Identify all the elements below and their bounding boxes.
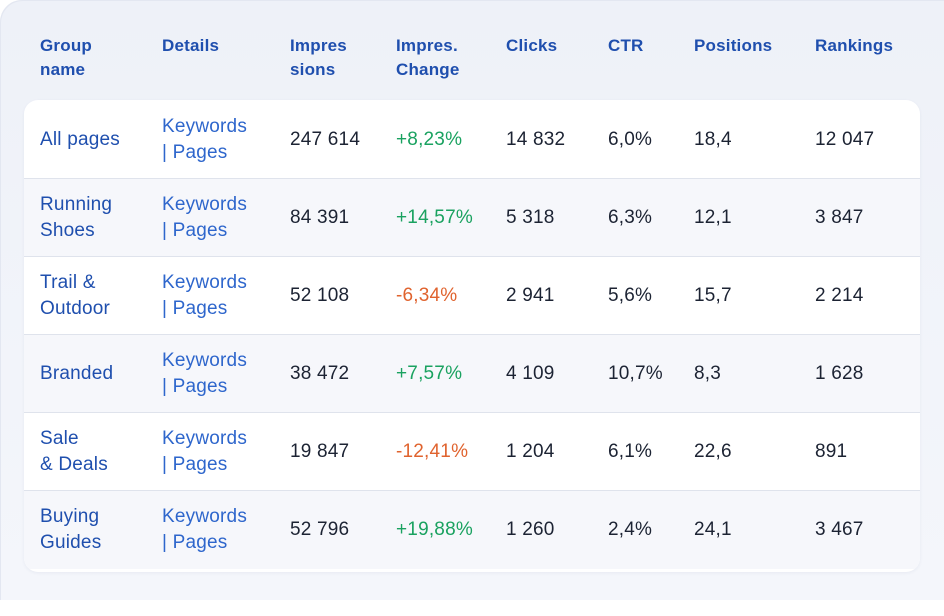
clicks-cell: 2 941 xyxy=(506,285,555,306)
positions-cell: 8,3 xyxy=(694,363,722,384)
impressions-cell: 52 796 xyxy=(290,519,350,540)
positions-cell: 24,1 xyxy=(694,519,732,540)
clicks-cell: 5 318 xyxy=(506,207,555,228)
impressions-change-cell: +8,23% xyxy=(396,129,463,150)
table-row: Branded Keywords | Pages 38 472 +7,57% 4 109 1… xyxy=(24,335,920,413)
table-row: Buying Guides Keywords | Pages 52 796 +19,88… xyxy=(24,491,920,569)
impressions-cell: 38 472 xyxy=(290,363,350,384)
pages-link[interactable]: | Pages xyxy=(162,376,228,397)
group-name-cell[interactable]: All pages xyxy=(40,129,120,150)
group-name-cell[interactable]: Buying Guides xyxy=(40,506,102,553)
impressions-cell: 19 847 xyxy=(290,441,350,462)
details-cell: Keywords | Pages xyxy=(162,335,247,413)
header-details[interactable]: Details xyxy=(162,36,220,55)
pages-link[interactable]: | Pages xyxy=(162,454,228,475)
clicks-cell: 4 109 xyxy=(506,363,555,384)
keywords-link[interactable]: Keywords xyxy=(162,272,248,293)
header-rankings[interactable]: Rankings xyxy=(815,36,894,55)
group-name-cell[interactable]: Running Shoes xyxy=(40,194,113,241)
ctr-cell: 6,1% xyxy=(608,441,653,462)
keywords-link[interactable]: Keywords xyxy=(162,350,248,371)
ctr-cell: 5,6% xyxy=(608,285,653,306)
positions-cell: 12,1 xyxy=(694,207,732,228)
table-row: Running Shoes Keywords | Pages 84 391 +14,57… xyxy=(24,179,920,257)
keywords-link[interactable]: Keywords xyxy=(162,428,248,449)
ctr-cell: 2,4% xyxy=(608,519,653,540)
table-row: Sale & Deals Keywords | Pages 19 847 -12,41%… xyxy=(24,413,920,491)
table-row: Trail & Outdoor Keywords | Pages 52 108 -6,3… xyxy=(24,257,920,335)
ctr-cell: 10,7% xyxy=(608,363,663,384)
positions-cell: 22,6 xyxy=(694,441,732,462)
keywords-link[interactable]: Keywords xyxy=(162,506,248,527)
header-impressions[interactable]: Impres sions xyxy=(290,36,347,79)
clicks-cell: 1 260 xyxy=(506,519,555,540)
impressions-cell: 84 391 xyxy=(290,207,350,228)
table-card: Group name Details Impres sions Impres. … xyxy=(0,0,944,600)
impressions-change-cell: +14,57% xyxy=(396,207,473,228)
rankings-cell: 891 xyxy=(815,441,848,462)
impressions-change-cell: +19,88% xyxy=(396,519,473,540)
header-group-name[interactable]: Group name xyxy=(40,36,92,79)
data-table: All pages Keywords | Pages 247 614 +8,23% 14 … xyxy=(24,100,920,572)
impressions-cell: 247 614 xyxy=(290,129,361,150)
impressions-change-cell: +7,57% xyxy=(396,363,463,384)
group-name-cell[interactable]: Sale & Deals xyxy=(40,428,108,475)
impressions-change-cell: -12,41% xyxy=(396,441,469,462)
rankings-cell: 3 467 xyxy=(815,519,864,540)
header-positions[interactable]: Positions xyxy=(694,36,773,55)
ctr-cell: 6,3% xyxy=(608,207,653,228)
group-name-cell[interactable]: Trail & Outdoor xyxy=(40,272,111,319)
pages-link[interactable]: | Pages xyxy=(162,142,228,163)
clicks-cell: 14 832 xyxy=(506,129,566,150)
impressions-change-cell: -6,34% xyxy=(396,285,458,306)
positions-cell: 18,4 xyxy=(694,129,732,150)
pages-link[interactable]: | Pages xyxy=(162,298,228,319)
header-impressions-change[interactable]: Impres. Change xyxy=(396,36,460,79)
keywords-link[interactable]: Keywords xyxy=(162,116,248,137)
group-name-cell[interactable]: Branded xyxy=(40,363,114,384)
table-header: Group name Details Impres sions Impres. … xyxy=(0,0,944,100)
clicks-cell: 1 204 xyxy=(506,441,555,462)
pages-link[interactable]: | Pages xyxy=(162,532,228,553)
positions-cell: 15,7 xyxy=(694,285,732,306)
ctr-cell: 6,0% xyxy=(608,129,653,150)
details-cell: Keywords | Pages xyxy=(162,491,247,569)
keywords-link[interactable]: Keywords xyxy=(162,194,248,215)
details-cell: Keywords | Pages xyxy=(162,257,247,335)
details-cell: Keywords | Pages xyxy=(162,179,247,257)
details-cell: Keywords | Pages xyxy=(162,101,247,179)
impressions-cell: 52 108 xyxy=(290,285,350,306)
details-cell: Keywords | Pages xyxy=(162,413,247,491)
rankings-cell: 12 047 xyxy=(815,129,875,150)
header-ctr[interactable]: CTR xyxy=(608,36,644,55)
rankings-cell: 2 214 xyxy=(815,285,864,306)
rankings-cell: 1 628 xyxy=(815,363,864,384)
table-row: All pages Keywords | Pages 247 614 +8,23% 14 … xyxy=(24,101,920,179)
pages-link[interactable]: | Pages xyxy=(162,220,228,241)
header-clicks[interactable]: Clicks xyxy=(506,36,558,55)
rankings-cell: 3 847 xyxy=(815,207,864,228)
